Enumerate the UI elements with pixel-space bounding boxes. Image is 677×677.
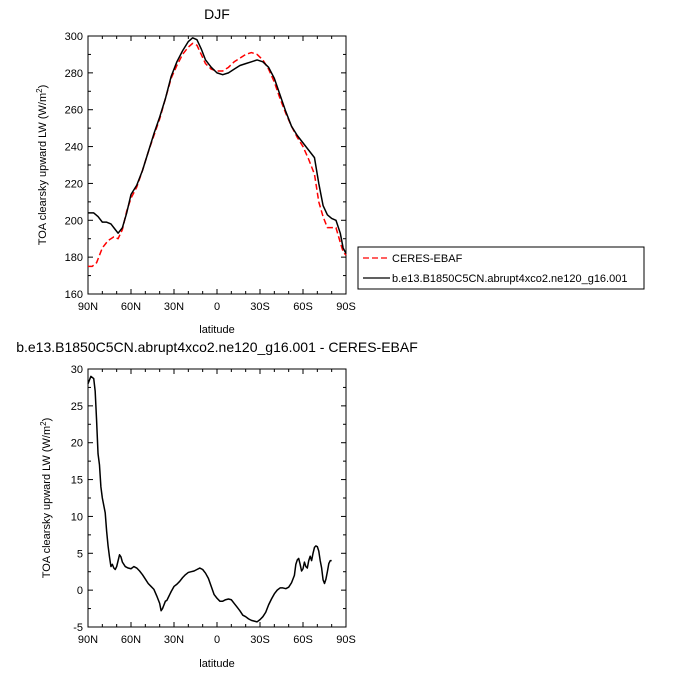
y-tick-label: 25 [71, 401, 83, 413]
y-tick-label: 20 [71, 438, 83, 450]
x-tick-label: 60S [293, 301, 313, 313]
y-tick-label: 220 [65, 178, 83, 190]
legend-entry-model: b.e13.B1850C5CN.abrupt4xco2.ne120_g16.00… [392, 273, 627, 285]
x-tick-label: 60S [293, 634, 313, 646]
legend: CERES-EBAF b.e13.B1850C5CN.abrupt4xco2.n… [357, 246, 645, 290]
y-tick-label: 180 [65, 252, 83, 264]
series-line-0 [88, 42, 347, 268]
x-tick-label: 30S [250, 301, 270, 313]
y-tick-label: 260 [65, 105, 83, 117]
series-line-0 [87, 375, 332, 623]
y-tick-label: -5 [73, 622, 83, 634]
x-tick-label: 90S [336, 634, 356, 646]
x-tick-label: 60N [121, 634, 141, 646]
x-tick-label: 0 [214, 301, 220, 313]
bottom-panel: b.e13.B1850C5CN.abrupt4xco2.ne120_g16.00… [16, 339, 418, 670]
legend-box [357, 246, 645, 290]
x-tick-label: 30S [250, 634, 270, 646]
x-tick-label: 90S [336, 301, 356, 313]
bottom-panel-ylabel: TOA clearsky upward LW (W/m2) [39, 418, 53, 579]
y-tick-label: 5 [77, 548, 83, 560]
top-panel-xlabel: latitude [199, 324, 234, 336]
top-panel-frame [87, 35, 347, 295]
y-tick-label: 30 [71, 364, 83, 376]
x-tick-label: 30N [164, 634, 184, 646]
x-tick-label: 90N [78, 301, 98, 313]
y-tick-label: 280 [65, 68, 83, 80]
x-tick-label: 90N [78, 634, 98, 646]
x-tick-label: 0 [214, 634, 220, 646]
top-panel: DJF 90N 60N 30N 0 30S 60S 90S 160 180 200 220 240 26… [35, 6, 645, 336]
y-tick-label: 160 [65, 289, 83, 301]
top-panel-title: DJF [204, 6, 230, 22]
y-tick-label: 10 [71, 511, 83, 523]
y-tick-label: 300 [65, 31, 83, 43]
bottom-panel-frame [87, 368, 347, 628]
y-tick-label: 240 [65, 142, 83, 154]
x-tick-label: 60N [121, 301, 141, 313]
y-tick-label: 15 [71, 475, 83, 487]
bottom-panel-xlabel: latitude [199, 658, 234, 670]
y-tick-label: 200 [65, 215, 83, 227]
y-tick-label: 0 [77, 585, 83, 597]
series-line-1 [88, 37, 347, 254]
bottom-panel-title: b.e13.B1850C5CN.abrupt4xco2.ne120_g16.00… [16, 339, 418, 355]
legend-entry-ceres: CERES-EBAF [392, 253, 463, 265]
x-tick-label: 30N [164, 301, 184, 313]
top-panel-ylabel: TOA clearsky upward LW (W/m2) [35, 85, 49, 246]
